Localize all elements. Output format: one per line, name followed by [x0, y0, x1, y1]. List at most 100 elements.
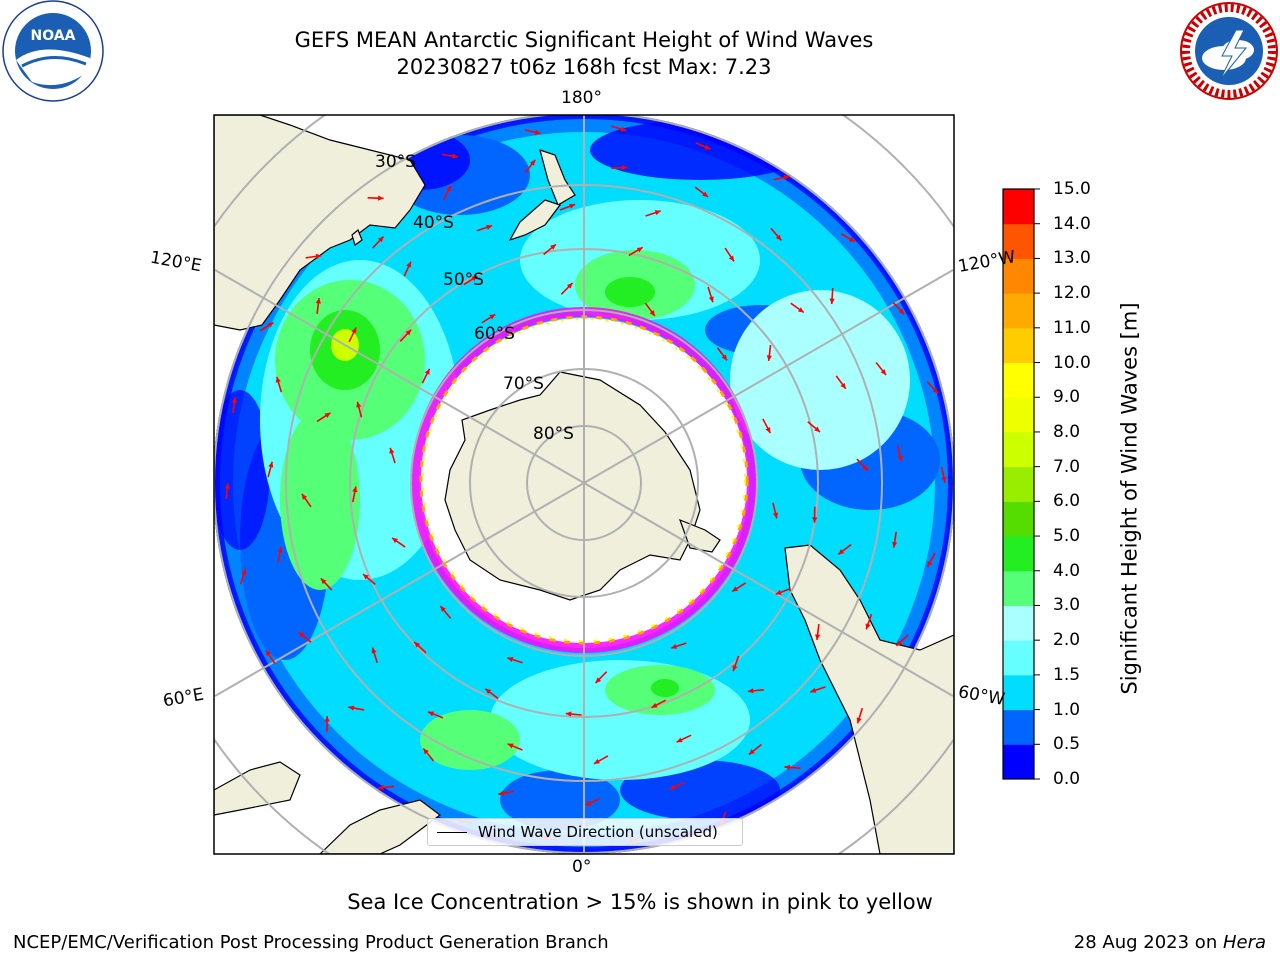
wave-direction-arrowhead: [704, 144, 711, 150]
legend-label: Wind Wave Direction (unscaled): [478, 823, 718, 841]
wave-direction-arrowhead: [748, 749, 755, 755]
wave-direction-arrowhead: [897, 455, 903, 462]
wave-direction-arrowhead: [315, 297, 321, 304]
lon-label-180: 180°: [561, 88, 602, 108]
colorbar-bin: [1003, 431, 1034, 468]
wave-direction-arrowhead: [268, 461, 274, 468]
wave-direction-arrowhead: [428, 711, 435, 717]
lat-label-70s: 70°S: [503, 374, 544, 394]
wave-direction-arrowhead: [593, 758, 600, 764]
australia: [214, 115, 426, 331]
wave-direction-arrowhead: [651, 702, 658, 708]
wave-direction-arrowhead: [676, 737, 683, 743]
new-zealand-south: [508, 199, 561, 242]
wave-direction-arrowhead: [829, 298, 835, 305]
colorbar-tick-label: 1.0: [1053, 699, 1081, 720]
colorbar-tick-label: 12.0: [1053, 283, 1091, 304]
wave-direction-arrowhead: [702, 191, 709, 197]
wave-direction-arrowhead: [848, 236, 855, 242]
nws-logo: [1180, 2, 1278, 100]
africa-south: [319, 799, 441, 854]
colorbar-tick-label: 5.0: [1053, 526, 1081, 547]
wave-direction-arrowhead: [440, 606, 446, 612]
map-frame: [213, 114, 955, 855]
wave-direction-arrowhead: [566, 282, 573, 289]
lat-label-30s: 30°S: [375, 152, 416, 172]
wave-direction-arrowhead: [856, 717, 862, 724]
wave-direction-arrowhead: [840, 382, 846, 389]
wave-direction-arrowhead: [423, 748, 429, 755]
colorbar-bin: [1003, 501, 1034, 537]
new-zealand-north: [539, 149, 576, 206]
wave-direction-arrowhead: [498, 790, 505, 796]
south-america: [784, 544, 954, 854]
wave-direction-arrowhead: [231, 397, 238, 403]
wave-direction-arrowhead: [766, 355, 772, 361]
wave-direction-arrowhead: [775, 234, 782, 241]
wave-direction-arrowhead: [224, 483, 230, 489]
colorbar-bin: [1003, 640, 1034, 676]
colorbar-bin: [1003, 570, 1034, 606]
wave-direction-arrowhead: [732, 586, 739, 592]
wave-direction-arrowhead: [772, 512, 779, 519]
wave-direction-arrowhead: [414, 642, 420, 648]
graticule: [214, 115, 954, 854]
wave-direction-arrowhead: [485, 688, 492, 695]
wave-direction-arrowhead: [471, 275, 478, 282]
colorbar-bin: [1003, 674, 1034, 711]
colorbar-tick-label: 13.0: [1053, 248, 1091, 269]
colorbar-tick-label: 7.0: [1053, 456, 1081, 477]
wave-direction-arrowhead: [452, 153, 458, 159]
footer-date-text: 28 Aug 2023 on: [1073, 932, 1223, 953]
wave-direction-arrowhead: [348, 705, 355, 711]
colorbar-bin: [1003, 258, 1034, 294]
colorbar-tick-label: 4.0: [1053, 560, 1081, 581]
chart-title: GEFS MEAN Antarctic Significant Height o…: [294, 28, 874, 52]
colorbar-bin: [1003, 327, 1034, 364]
wave-direction-arrowhead: [298, 632, 305, 638]
wave-direction-arrowhead: [507, 657, 514, 663]
antarctica: [444, 371, 701, 601]
wave-direction-arrowhead: [620, 126, 627, 132]
wave-direction-arrowhead: [797, 307, 804, 313]
wave-direction-arrowhead: [765, 427, 771, 434]
colorbar-tick-label: 11.0: [1053, 317, 1091, 338]
lat-label-80s: 80°S: [533, 424, 574, 444]
wave-direction-arrowhead: [671, 643, 678, 649]
wave-direction-arrowhead: [324, 716, 330, 722]
wave-direction-arrowhead: [898, 308, 905, 315]
colorbar-tick-label: 6.0: [1053, 491, 1081, 512]
wave-direction-arrowhead: [405, 329, 412, 336]
colorbar-tick-label: 1.5: [1053, 664, 1081, 685]
wave-direction-arrowhead: [814, 426, 821, 433]
colorbar-tick-label: 3.0: [1053, 595, 1081, 616]
wave-direction-arrowhead: [880, 369, 887, 375]
colorbar-bin: [1003, 744, 1034, 780]
colorbar-bin: [1003, 189, 1034, 225]
wave-direction-arrowhead: [275, 376, 281, 383]
colorbar-tick-label: 14.0: [1053, 213, 1091, 234]
land-masses: [214, 115, 954, 854]
wave-direction-arrowhead: [356, 401, 362, 408]
wave-direction-arrowhead: [377, 236, 384, 243]
colorbar-tick-label: 0.5: [1053, 734, 1081, 755]
wave-direction-arrowhead: [241, 568, 247, 575]
wave-direction-arrowhead: [669, 784, 676, 790]
wave-direction-arrowhead: [784, 764, 791, 770]
noaa-logo-text: NOAA: [31, 28, 76, 44]
colorbar-bin: [1003, 536, 1034, 572]
wave-direction-arrowhead: [424, 368, 430, 375]
colorbar-tick-label: 0.0: [1053, 769, 1081, 789]
wave-direction-arrowhead: [747, 688, 754, 694]
wave-direction-arrowhead: [649, 310, 655, 317]
lat-label-40s: 40°S: [413, 213, 454, 233]
wave-direction-arrowhead: [636, 247, 643, 253]
wave-direction-arrowhead: [363, 574, 369, 580]
colorbar-bin: [1003, 466, 1034, 502]
colorbar-bin: [1003, 709, 1034, 745]
lat-label-50s: 50°S: [443, 270, 484, 290]
wave-direction-arrowhead: [371, 647, 377, 654]
colorbar-tick-label: 15.0: [1053, 179, 1091, 199]
wave-direction-arrowhead: [265, 650, 271, 657]
